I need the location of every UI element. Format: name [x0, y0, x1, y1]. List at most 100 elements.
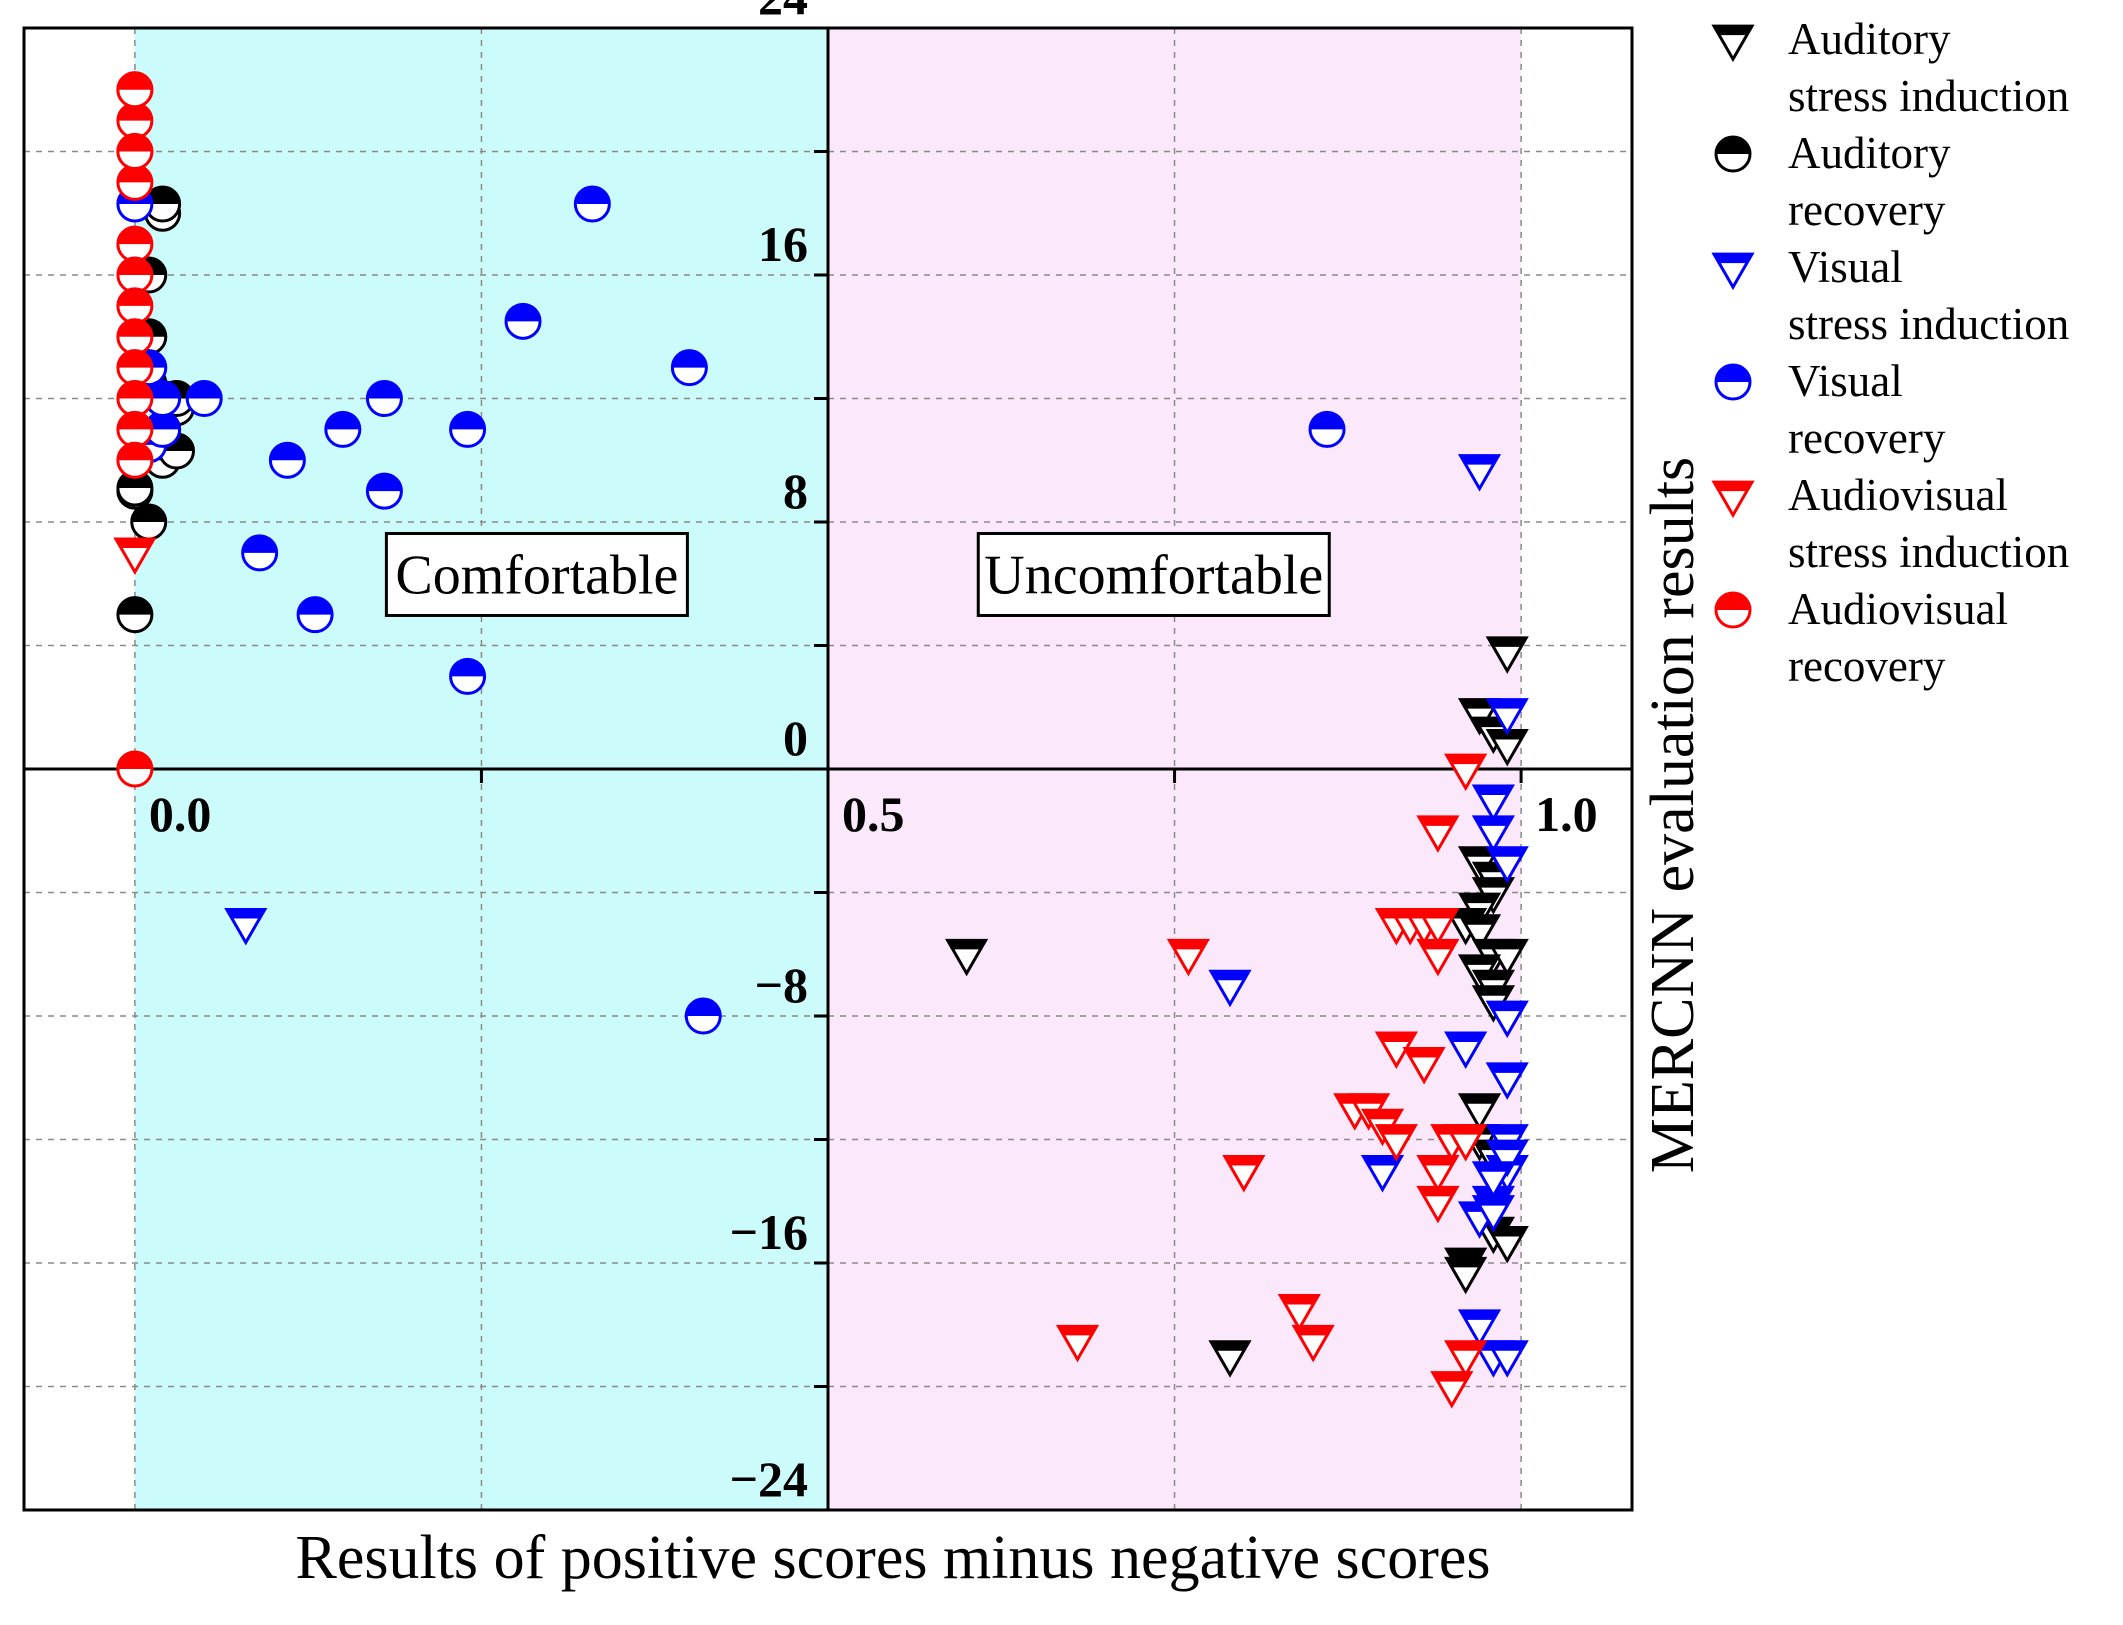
marker-fill: [1488, 847, 1527, 857]
point-series-3: [324, 410, 362, 448]
marker-fill: [1446, 755, 1485, 765]
legend-line: Auditory: [1788, 14, 1951, 64]
marker-fill: [1460, 955, 1499, 965]
y-tick-label: 0: [783, 710, 808, 766]
legend: Auditory stress induction Auditory recovery…: [1711, 14, 2069, 691]
marker-fill: [1714, 482, 1752, 492]
point-series-2: [1471, 1195, 1515, 1233]
marker-fill: [1169, 940, 1208, 950]
legend-entry: Auditory recovery: [1788, 128, 1951, 235]
marker-fill: [131, 505, 166, 522]
point-series-4: [1402, 1046, 1446, 1085]
point-series-3: [365, 380, 403, 417]
marker-fill: [686, 999, 721, 1016]
marker-fill: [947, 940, 986, 950]
marker-fill: [1294, 1326, 1333, 1336]
marker-fill: [1474, 786, 1513, 796]
marker-fill: [1418, 1156, 1457, 1166]
x-axis-title: Results of positive scores minus negativ…: [295, 1524, 1490, 1592]
point-series-5: [116, 349, 154, 387]
marker-fill: [117, 350, 152, 368]
point-series-4: [1416, 1155, 1460, 1193]
point-series-4: [1416, 815, 1460, 853]
marker-fill: [1280, 1295, 1319, 1305]
legend-marker: [1714, 363, 1752, 401]
point-series-5: [116, 287, 154, 325]
marker-fill: [1418, 909, 1457, 919]
point-series-0: [1457, 698, 1502, 736]
marker-fill: [1488, 1002, 1527, 1012]
marker-fill: [117, 381, 152, 399]
marker-fill: [1446, 1341, 1485, 1351]
marker-fill: [1460, 1310, 1499, 1320]
marker-fill: [1224, 1156, 1263, 1166]
point-series-3: [449, 657, 487, 695]
point-series-2: [1444, 1031, 1488, 1070]
legend-line: recovery: [1788, 185, 1946, 235]
point-series-3: [241, 534, 279, 572]
legend-marker: [1714, 591, 1752, 629]
y-tick-label: 8: [783, 463, 808, 519]
point-series-3: [365, 472, 403, 510]
annotation-box: [976, 531, 1331, 617]
marker-fill: [117, 597, 152, 615]
marker-fill: [1432, 1372, 1471, 1382]
marker-fill: [1446, 1249, 1485, 1259]
point-series-4: [1416, 1185, 1460, 1224]
point-series-3: [449, 410, 487, 448]
point-series-4: [1416, 938, 1460, 977]
point-series-5: [116, 71, 154, 109]
point-series-4: [1430, 1371, 1474, 1409]
marker-fill: [1363, 1110, 1402, 1120]
marker-fill: [1377, 1033, 1416, 1043]
legend-line: recovery: [1788, 413, 1946, 463]
marker-fill: [1377, 1125, 1416, 1135]
point-series-3: [185, 380, 223, 417]
marker-fill: [1418, 1187, 1457, 1197]
legend-line: Auditory: [1788, 128, 1951, 178]
marker-fill: [1488, 1063, 1527, 1073]
y-tick-label: −8: [755, 957, 809, 1013]
marker-fill: [1349, 1094, 1388, 1104]
point-series-4: [1222, 1155, 1266, 1193]
point-series-5: [116, 750, 154, 788]
marker-fill: [115, 539, 154, 549]
legend-line: stress induction: [1788, 71, 2069, 121]
marker-fill: [450, 412, 485, 430]
legend-line: Visual: [1788, 356, 1903, 406]
point-series-5: [116, 318, 154, 356]
point-series-2: [224, 908, 268, 946]
point-series-2: [1485, 1139, 1529, 1178]
legend-marker: [1711, 24, 1755, 63]
point-series-2: [1485, 1000, 1529, 1039]
marker-fill: [270, 443, 305, 461]
marker-fill: [1488, 1125, 1527, 1135]
point-series-5: [116, 410, 154, 448]
legend-line: recovery: [1788, 641, 1946, 691]
marker-fill: [187, 381, 222, 399]
annotation-comfortable: Comfortable: [395, 544, 678, 606]
x-tick-label: 0.5: [842, 786, 905, 842]
legend-entry: Visual stress induction: [1788, 242, 2069, 349]
marker-fill: [506, 304, 541, 322]
point-series-5: [116, 256, 154, 294]
x-tick-label: 0.0: [149, 786, 212, 842]
point-series-4: [1444, 1124, 1488, 1162]
marker-fill: [1474, 878, 1513, 888]
legend-line: Audiovisual: [1788, 584, 2008, 634]
legend-entry: Auditory stress induction: [1788, 14, 2069, 121]
marker-fill: [1460, 1094, 1499, 1104]
marker-fill: [1716, 365, 1750, 382]
marker-fill: [325, 412, 360, 430]
marker-fill: [1058, 1326, 1097, 1336]
point-series-4: [1416, 908, 1460, 946]
annotation-uncomfortable: Uncomfortable: [984, 544, 1323, 606]
point-series-4: [113, 537, 157, 576]
marker-fill: [117, 319, 152, 337]
point-series-2: [1485, 846, 1529, 884]
point-series-2: [1457, 1309, 1502, 1347]
marker-fill: [117, 443, 152, 461]
point-series-2: [1485, 1340, 1529, 1378]
point-series-5: [116, 133, 154, 170]
marker-fill: [117, 227, 152, 245]
